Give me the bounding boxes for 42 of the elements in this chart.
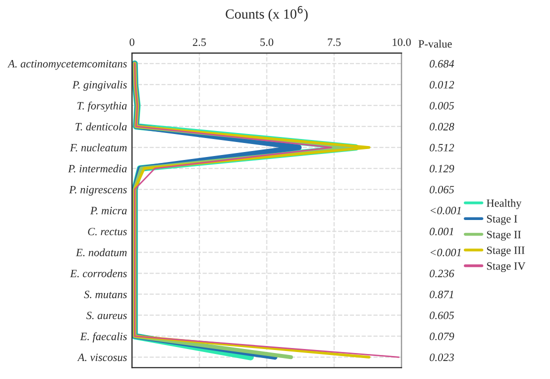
y-tick-label: C. rectus xyxy=(88,228,127,236)
y-tick-label: F. nucleatum xyxy=(70,144,127,152)
x-tick-label: 2.5 xyxy=(192,38,206,46)
y2-tick-label: 0.065 xyxy=(430,186,454,194)
y-tick-label: S. mutans xyxy=(84,290,127,298)
y-tick-label: A. actinomycetemcomitans xyxy=(7,60,127,70)
x-axis-title: Counts (x 10$^{6}$) xyxy=(226,6,308,22)
y2-axis-title: P-value xyxy=(418,40,452,48)
y2-tick-label: 0.512 xyxy=(430,144,454,152)
y2-tick-label: 0.605 xyxy=(430,312,454,320)
y2-tick-label: 0.023 xyxy=(430,354,454,362)
y-tick-label: P. nigrescens xyxy=(69,186,127,196)
y-tick-label: P. gingivalis xyxy=(72,80,127,91)
y-tick-label: S. aureus xyxy=(86,312,127,320)
y2-tick-label: 0.079 xyxy=(430,332,454,340)
y2-tick-label: 0.871 xyxy=(430,290,454,298)
y-tick-label: E. corrodens xyxy=(70,269,127,278)
y2-tick-label: 0.129 xyxy=(430,164,454,172)
y2-tick-label: 0.684 xyxy=(430,60,454,68)
x-tick-label: 10.0 xyxy=(392,38,411,46)
y-tick-label: E. faecalis xyxy=(80,332,127,342)
y-tick-label: P. micra xyxy=(90,206,127,214)
y2-tick-label: <0.001 xyxy=(430,206,461,214)
legend-label: Healthy xyxy=(486,199,522,210)
x-tick-label: 0 xyxy=(130,38,134,46)
x-tick-label: 5.0 xyxy=(260,38,274,46)
y-tick-label: T. forsythia xyxy=(77,102,127,112)
y2-tick-label: 0.001 xyxy=(430,228,454,236)
y-tick-label: T. denticola xyxy=(76,122,127,130)
y2-tick-label: 0.236 xyxy=(430,270,454,278)
y-tick-label: A. viscosus xyxy=(77,354,127,362)
y-tick-label: E. nodatum xyxy=(76,248,127,256)
x-tick-label: 7.5 xyxy=(328,38,341,46)
y-tick-label: P. intermedia xyxy=(68,164,127,172)
y2-tick-label: 0.005 xyxy=(430,102,454,110)
y2-tick-label: 0.012 xyxy=(430,80,454,89)
legend-label: Stage III xyxy=(487,246,525,256)
legend-label: Stage I xyxy=(487,215,518,225)
legend-label: Stage IV xyxy=(487,262,526,272)
y2-tick-label: 0.028 xyxy=(430,122,454,130)
legend-label: Stage II xyxy=(487,230,521,241)
y2-tick-label: <0.001 xyxy=(430,248,461,256)
